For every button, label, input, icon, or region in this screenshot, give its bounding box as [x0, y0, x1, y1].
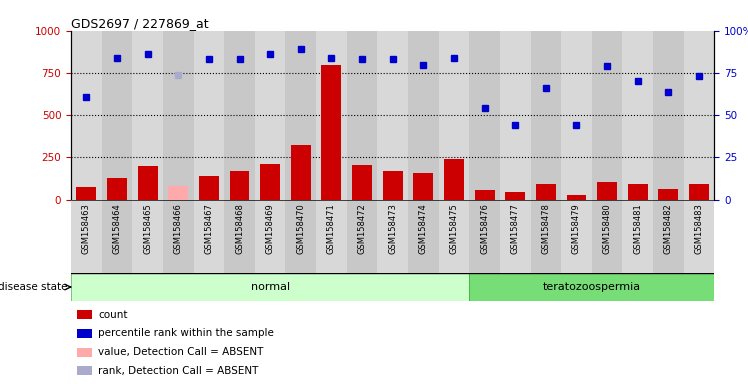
Text: teratozoospermia: teratozoospermia [543, 282, 641, 292]
Bar [71, 31, 102, 200]
Text: GSM158480: GSM158480 [603, 204, 612, 254]
Bar [628, 184, 648, 200]
Bar [224, 31, 255, 200]
Text: rank, Detection Call = ABSENT: rank, Detection Call = ABSENT [98, 366, 259, 376]
Text: GDS2697 / 227869_at: GDS2697 / 227869_at [71, 17, 209, 30]
Bar [378, 200, 408, 273]
Text: GSM158483: GSM158483 [695, 204, 704, 254]
Bar [622, 31, 653, 200]
Bar [107, 178, 127, 200]
Bar [199, 176, 219, 200]
Bar [597, 182, 617, 200]
Bar [530, 31, 561, 200]
Text: GSM158466: GSM158466 [174, 204, 183, 254]
Bar [102, 200, 132, 273]
Text: GSM158465: GSM158465 [143, 204, 152, 254]
Bar [71, 273, 469, 301]
Bar [592, 31, 622, 200]
Bar [138, 166, 158, 200]
Bar [132, 31, 163, 200]
Bar [347, 200, 378, 273]
Bar [653, 31, 684, 200]
Bar [291, 145, 310, 200]
Text: GSM158481: GSM158481 [634, 204, 643, 254]
Text: GSM158472: GSM158472 [358, 204, 367, 254]
Bar [408, 31, 438, 200]
Bar [561, 200, 592, 273]
Bar [505, 192, 525, 200]
Text: GSM158479: GSM158479 [572, 204, 581, 254]
Bar [255, 200, 286, 273]
Bar [286, 31, 316, 200]
Bar [566, 195, 586, 200]
Bar [347, 31, 378, 200]
Bar [658, 189, 678, 200]
Bar [469, 31, 500, 200]
Bar [286, 200, 316, 273]
Text: GSM158464: GSM158464 [112, 204, 121, 254]
Text: value, Detection Call = ABSENT: value, Detection Call = ABSENT [98, 347, 263, 357]
Text: GSM158478: GSM158478 [542, 204, 551, 254]
Bar [684, 200, 714, 273]
Bar [475, 190, 494, 200]
Text: GSM158474: GSM158474 [419, 204, 428, 254]
Bar [653, 200, 684, 273]
Text: disease state: disease state [0, 282, 67, 292]
Bar [378, 31, 408, 200]
Text: GSM158463: GSM158463 [82, 204, 91, 254]
Text: GSM158477: GSM158477 [511, 204, 520, 254]
Bar [444, 159, 464, 200]
Text: GSM158475: GSM158475 [450, 204, 459, 254]
Text: GSM158471: GSM158471 [327, 204, 336, 254]
Bar [438, 31, 469, 200]
Bar [414, 174, 433, 200]
Bar [132, 200, 163, 273]
Text: count: count [98, 310, 128, 319]
Bar [194, 31, 224, 200]
Bar [438, 200, 469, 273]
Bar [78, 329, 92, 338]
Text: GSM158482: GSM158482 [664, 204, 673, 254]
Bar [536, 184, 556, 200]
Text: GSM158476: GSM158476 [480, 204, 489, 254]
Bar [255, 31, 286, 200]
Text: normal: normal [251, 282, 289, 292]
Bar [224, 200, 255, 273]
Bar [316, 31, 347, 200]
Bar [168, 186, 188, 200]
Bar [194, 200, 224, 273]
Bar [592, 200, 622, 273]
Bar [469, 273, 714, 301]
Bar [530, 200, 561, 273]
Bar [260, 164, 280, 200]
Bar [408, 200, 438, 273]
Bar [684, 31, 714, 200]
Bar [500, 31, 530, 200]
Bar [78, 310, 92, 319]
Bar [71, 200, 102, 273]
Bar [102, 31, 132, 200]
Bar [500, 200, 530, 273]
Bar [230, 171, 250, 200]
Bar [163, 31, 194, 200]
Text: percentile rank within the sample: percentile rank within the sample [98, 328, 274, 338]
Text: GSM158468: GSM158468 [235, 204, 244, 254]
Bar [622, 200, 653, 273]
Bar [76, 187, 96, 200]
Bar [352, 165, 372, 200]
Text: GSM158467: GSM158467 [204, 204, 213, 254]
Bar [78, 348, 92, 357]
Bar [561, 31, 592, 200]
Text: GSM158469: GSM158469 [266, 204, 275, 254]
Bar [78, 366, 92, 375]
Bar [316, 200, 347, 273]
Text: GSM158470: GSM158470 [296, 204, 305, 254]
Bar [163, 200, 194, 273]
Bar [383, 171, 402, 200]
Text: GSM158473: GSM158473 [388, 204, 397, 254]
Bar [469, 200, 500, 273]
Bar [689, 184, 709, 200]
Bar [322, 65, 341, 200]
